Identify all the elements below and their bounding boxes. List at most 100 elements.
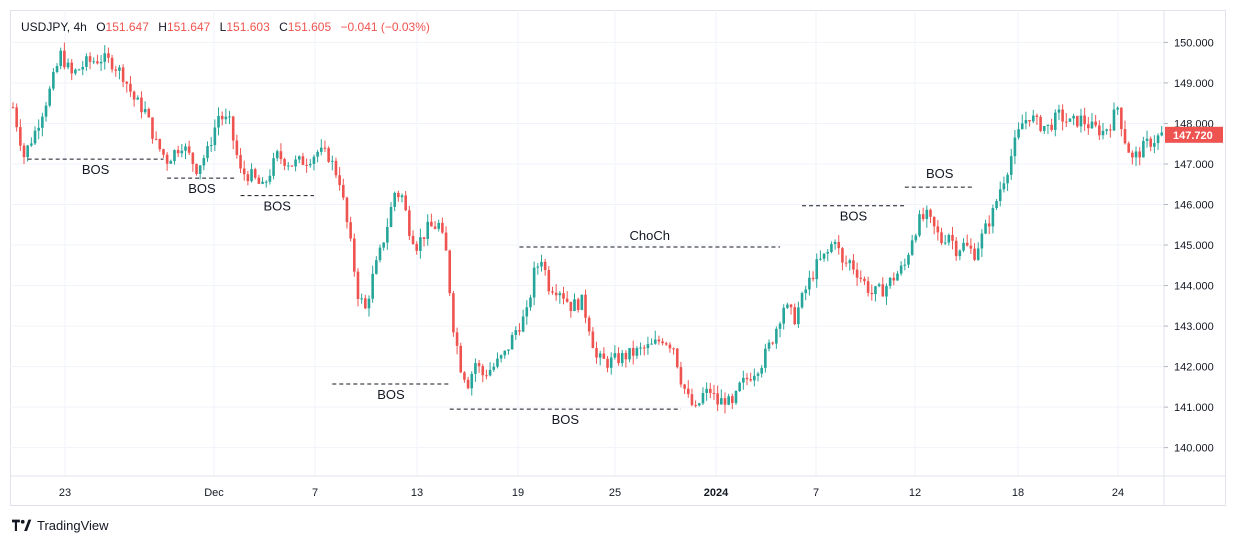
candle-body	[220, 115, 224, 120]
candle-body	[26, 145, 29, 158]
candle-body	[448, 250, 452, 294]
candle-body	[1076, 115, 1079, 127]
candle-body	[437, 222, 441, 229]
candle-body	[675, 348, 679, 368]
candle-body	[195, 163, 198, 174]
candle-body	[176, 150, 180, 154]
tradingview-branding[interactable]: TradingView	[12, 518, 109, 533]
candle	[209, 137, 213, 152]
candle-body	[576, 299, 580, 310]
symbol-name: USDJPY	[21, 20, 67, 34]
price-tick-label: 140.000	[1174, 443, 1214, 455]
candle	[125, 81, 129, 93]
candle-body	[1006, 174, 1009, 184]
candle	[892, 272, 896, 286]
candle-body	[631, 348, 635, 356]
candle	[613, 345, 617, 360]
candle	[452, 290, 455, 337]
candle	[503, 350, 507, 359]
candle-body	[962, 242, 965, 251]
candle-body	[253, 169, 257, 178]
candle-body	[319, 147, 323, 152]
candle-body	[286, 165, 290, 167]
candle	[668, 342, 672, 353]
candle	[573, 293, 576, 312]
candle-layer	[11, 42, 1164, 414]
candle	[1142, 136, 1145, 158]
candle-body	[433, 226, 437, 229]
candlestick-chart[interactable]: BOS BOS BOS BOS BOS ChoCh BOS BOS 150.000 149.00…	[10, 10, 1226, 506]
candle-body	[275, 151, 279, 159]
candle	[653, 330, 657, 345]
candle-body	[187, 146, 191, 153]
candle	[1094, 114, 1097, 128]
candle	[822, 253, 826, 262]
candle	[55, 63, 59, 74]
candle-body	[272, 158, 275, 176]
candle-body	[789, 304, 793, 308]
candle-body	[33, 130, 37, 144]
candle-body	[261, 181, 264, 184]
grid-layer	[10, 10, 1164, 476]
high-label: H	[158, 20, 167, 34]
candle	[775, 326, 778, 349]
candle-body	[914, 235, 918, 241]
time-tick-label: 25	[609, 487, 621, 499]
candle	[819, 250, 822, 261]
candle-body	[459, 345, 463, 373]
candle-body	[606, 358, 609, 368]
candle	[646, 336, 650, 355]
candle	[738, 381, 741, 393]
candle	[268, 169, 272, 185]
price-tick-label: 149.000	[1174, 78, 1214, 90]
bos-label: BOS	[264, 199, 292, 214]
candle-body	[110, 57, 114, 70]
candle-body	[932, 216, 936, 227]
candle-body	[496, 358, 499, 367]
candle-body	[1134, 151, 1138, 158]
candle-body	[778, 323, 782, 329]
candle	[620, 349, 624, 367]
candle-body	[1024, 119, 1028, 124]
candle-body	[118, 67, 121, 71]
candle	[294, 155, 297, 172]
candle	[929, 208, 932, 224]
candle-body	[37, 127, 40, 131]
candle	[720, 389, 723, 405]
time-tick-label: 18	[1012, 487, 1024, 499]
candle-body	[811, 277, 815, 280]
candle	[154, 131, 158, 141]
candle	[591, 327, 595, 349]
low-value: 151.603	[226, 20, 270, 34]
candle	[896, 271, 899, 281]
candle-body	[1053, 112, 1057, 130]
candle	[261, 177, 264, 185]
candle-body	[151, 117, 154, 139]
candle-body	[642, 347, 646, 349]
candle-body	[921, 214, 925, 220]
candle-body	[899, 265, 903, 274]
candle-body	[44, 105, 48, 117]
candle	[536, 263, 540, 275]
candle-body	[1064, 121, 1068, 123]
candle	[764, 343, 767, 373]
annotation-layer: BOS BOS BOS BOS BOS ChoCh BOS BOS	[27, 158, 975, 427]
candle	[617, 347, 620, 366]
candle-body	[558, 293, 562, 296]
candle-body	[954, 240, 958, 257]
candle-body	[169, 161, 173, 164]
candle-body	[1142, 140, 1145, 158]
low-label: L	[219, 20, 227, 34]
candle-body	[114, 69, 118, 71]
candle	[477, 359, 481, 373]
candle	[903, 258, 907, 271]
candle	[679, 361, 683, 388]
candle-body	[30, 143, 33, 146]
candle	[459, 342, 463, 374]
candle	[624, 350, 628, 368]
candle	[631, 340, 635, 365]
candle	[367, 295, 371, 317]
candle	[1068, 118, 1072, 123]
candle	[1156, 133, 1160, 150]
candle-body	[738, 382, 741, 392]
